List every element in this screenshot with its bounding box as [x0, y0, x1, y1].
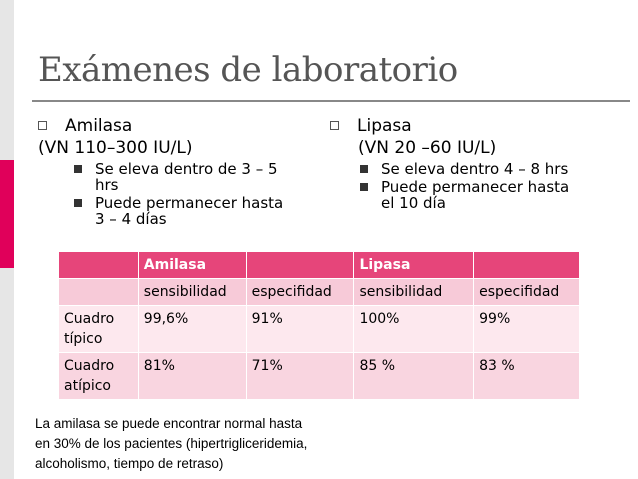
filled-square-bullet-icon	[360, 183, 368, 191]
table-cell: 81%	[137, 352, 247, 400]
slide-title: Exámenes de laboratorio	[38, 50, 458, 90]
lipasa-heading: Lipasa	[357, 116, 412, 136]
lipasa-bullet-2-line1: Puede permanecer hasta	[381, 178, 570, 196]
filled-square-bullet-icon	[74, 165, 82, 173]
footnote: La amilasa se puede encontrar normal has…	[35, 414, 307, 474]
table-cell: 100%	[353, 305, 475, 353]
table-subheader-cell: especifidad	[473, 278, 580, 306]
table-row-label: Cuadro típico	[58, 305, 139, 353]
table-header-cell: Amilasa	[137, 251, 247, 279]
table-subheader-cell: sensibilidad	[137, 278, 247, 306]
table-row: Cuadro típico 99,6% 91% 100% 99%	[58, 305, 580, 353]
lipasa-heading-item: Lipasa	[330, 116, 630, 136]
table-header-row: Amilasa Lipasa	[58, 251, 580, 279]
table-header-cell	[245, 251, 355, 279]
table-cell: 99%	[473, 305, 580, 353]
lab-comparison-table: Amilasa Lipasa sensibilidad especifidad …	[58, 251, 580, 400]
table-header-cell	[473, 251, 580, 279]
table-subheader-row: sensibilidad especifidad sensibilidad es…	[58, 278, 580, 306]
amilasa-bullet-2-line1: Puede permanecer hasta	[95, 194, 284, 212]
table-cell: 91%	[245, 305, 355, 353]
lipasa-column: Lipasa (VN 20 –60 IU/L) Se eleva dentro …	[330, 116, 630, 211]
table-cell: 83 %	[473, 352, 580, 400]
amilasa-range: (VN 110–300 IU/L)	[38, 138, 193, 158]
title-divider	[32, 100, 630, 102]
amilasa-heading: Amilasa	[65, 116, 133, 136]
amilasa-column: Amilasa (VN 110–300 IU/L) Se eleva dentr…	[38, 116, 328, 227]
lipasa-bullet-2: Puede permanecer hasta el 10 día	[360, 179, 630, 211]
square-bullet-icon	[38, 121, 47, 130]
table-row-label: Cuadro atípico	[58, 352, 139, 400]
amilasa-bullet-1: Se eleva dentro de 3 – 5 hrs	[74, 161, 328, 193]
footnote-line: en 30% de los pacientes (hipertrigliceri…	[35, 436, 308, 451]
table-cell: 71%	[245, 352, 355, 400]
table-header-cell: Lipasa	[353, 251, 475, 279]
left-accent-highlight	[0, 160, 14, 268]
lipasa-bullet-1: Se eleva dentro 4 – 8 hrs	[360, 161, 630, 177]
lipasa-bullet-2-line2: el 10 día	[381, 194, 446, 212]
table-subheader-cell: especifidad	[245, 278, 355, 306]
table-cell: 99,6%	[137, 305, 247, 353]
table-cell: 85 %	[353, 352, 475, 400]
amilasa-bullet-1-line2: hrs	[95, 176, 119, 194]
footnote-line: alcoholismo, tiempo de retraso)	[35, 456, 224, 471]
amilasa-bullet-2: Puede permanecer hasta 3 – 4 días	[74, 195, 328, 227]
table-subheader-cell	[58, 278, 139, 306]
lipasa-bullet-1-line1: Se eleva dentro 4 – 8 hrs	[381, 160, 569, 178]
table-row: Cuadro atípico 81% 71% 85 % 83 %	[58, 352, 580, 400]
square-bullet-icon	[330, 121, 339, 130]
table-header-cell	[58, 251, 139, 279]
table-subheader-cell: sensibilidad	[353, 278, 475, 306]
amilasa-bullet-2-line2: 3 – 4 días	[95, 210, 167, 228]
amilasa-bullet-1-line1: Se eleva dentro de 3 – 5	[95, 160, 278, 178]
lipasa-range: (VN 20 –60 IU/L)	[358, 138, 497, 158]
filled-square-bullet-icon	[360, 165, 368, 173]
filled-square-bullet-icon	[74, 199, 82, 207]
amilasa-heading-item: Amilasa	[38, 116, 328, 136]
footnote-line: La amilasa se puede encontrar normal has…	[35, 416, 303, 431]
